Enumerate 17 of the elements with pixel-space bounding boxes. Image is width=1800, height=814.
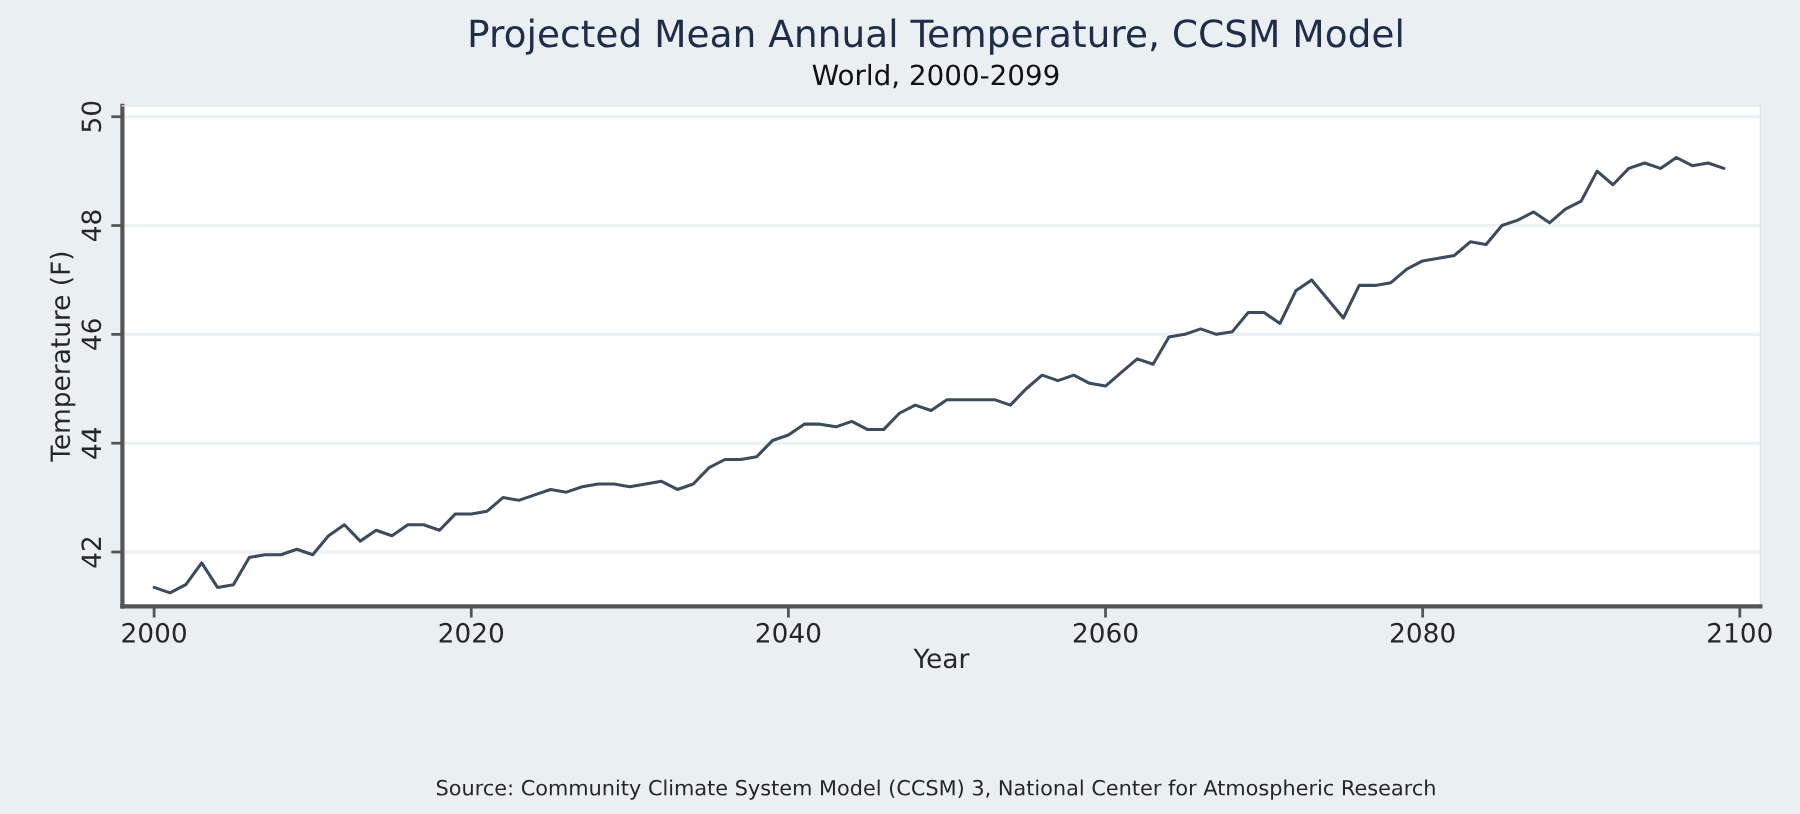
y-tick-label: 42 bbox=[81, 537, 101, 568]
x-tick-label: 2020 bbox=[439, 622, 504, 643]
y-tick-label: 46 bbox=[81, 319, 102, 350]
y-tick-label: 50 bbox=[81, 101, 102, 132]
x-tick-label: 2100 bbox=[1708, 622, 1772, 643]
y-tick-label: 48 bbox=[81, 210, 102, 242]
x-axis-title: Year bbox=[913, 648, 970, 669]
line-series bbox=[152, 155, 1726, 595]
y-axis-title: Temperature (F) bbox=[49, 252, 76, 462]
y-tick-label: 44 bbox=[81, 427, 101, 459]
source-note: Source: Community Climate System Model (CCSM) 3, National Center for Atmospheric Research bbox=[436, 779, 1435, 800]
chart-subtitle: World, 2000-2099 bbox=[812, 63, 1059, 89]
x-tick-label: 2040 bbox=[756, 622, 821, 643]
x-tick-label: 2060 bbox=[1073, 622, 1138, 643]
x-tick-label: 2080 bbox=[1391, 622, 1455, 643]
chart-title: Projected Mean Annual Temperature, CCSM Model bbox=[470, 18, 1402, 55]
x-tick-label: 2000 bbox=[122, 622, 186, 643]
